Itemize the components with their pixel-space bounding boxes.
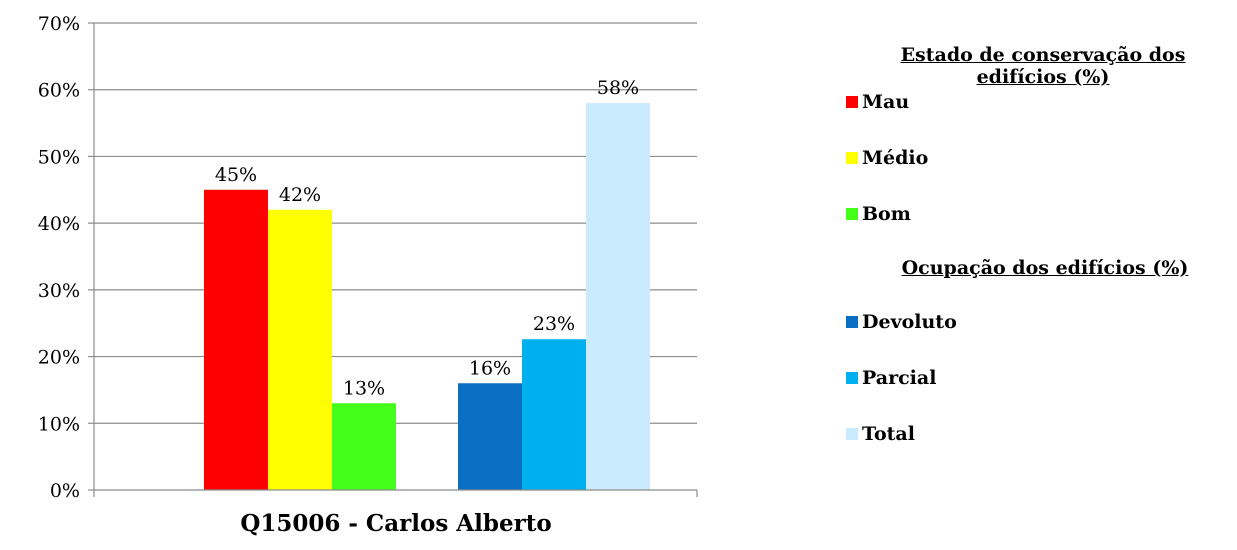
legend-swatch-mau xyxy=(846,96,858,108)
legend-label-parcial: Parcial xyxy=(862,367,937,389)
legend-swatch-total xyxy=(846,428,858,440)
legend-item-devoluto: Devoluto xyxy=(846,309,1232,335)
legend-swatch-parcial xyxy=(846,372,858,384)
y-tick-label: 60% xyxy=(38,80,80,102)
data-label-bom: 13% xyxy=(343,377,385,399)
legend-label-medio: Médio xyxy=(862,147,929,169)
data-label-parcial: 23% xyxy=(533,313,575,335)
y-tick-label: 10% xyxy=(38,413,80,435)
data-label-total: 58% xyxy=(597,77,639,99)
legend-item-bom: Bom xyxy=(846,201,1232,227)
x-axis-title: Q15006 - Carlos Alberto xyxy=(240,510,551,537)
legend-item-parcial: Parcial xyxy=(846,365,1232,391)
axes: 0% 10% 20% 30% 40% 50% 60% 70% xyxy=(38,13,698,502)
y-tick-label: 50% xyxy=(38,146,80,168)
legend-item-medio: Médio xyxy=(846,145,1232,171)
data-label-medio: 42% xyxy=(279,184,321,206)
data-label-mau: 45% xyxy=(215,164,257,186)
legend-label-devoluto: Devoluto xyxy=(862,311,957,333)
legend-heading-conservation: Estado de conservação dos edifícios (%) xyxy=(900,44,1186,88)
legend-item-total: Total xyxy=(846,421,1232,447)
bar-devoluto xyxy=(458,383,522,490)
bar-total xyxy=(586,103,650,491)
bar-medio xyxy=(268,209,332,491)
bar-bom xyxy=(332,403,396,490)
legend: Estado de conservação dos edifícios (%) … xyxy=(840,44,1232,447)
legend-label-bom: Bom xyxy=(862,203,911,225)
data-label-devoluto: 16% xyxy=(469,357,511,379)
bar-parcial xyxy=(522,339,586,490)
legend-label-mau: Mau xyxy=(862,91,910,113)
y-tick-label: 0% xyxy=(50,480,80,502)
y-tick-label: 30% xyxy=(38,280,80,302)
legend-heading-occupation: Ocupação dos edifícios (%) xyxy=(901,257,1189,279)
y-tick-label: 40% xyxy=(38,213,80,235)
gridlines xyxy=(94,22,697,424)
legend-swatch-devoluto xyxy=(846,316,858,328)
legend-label-total: Total xyxy=(862,423,915,445)
legend-swatch-medio xyxy=(846,152,858,164)
bars xyxy=(204,103,650,491)
y-tick-label: 70% xyxy=(38,13,80,35)
legend-swatch-bom xyxy=(846,208,858,220)
data-labels: 45% 42% 13% 16% 23% 58% xyxy=(215,77,639,399)
legend-item-mau: Mau xyxy=(846,89,1232,115)
bar-mau xyxy=(204,189,268,491)
y-tick-label: 20% xyxy=(38,347,80,369)
